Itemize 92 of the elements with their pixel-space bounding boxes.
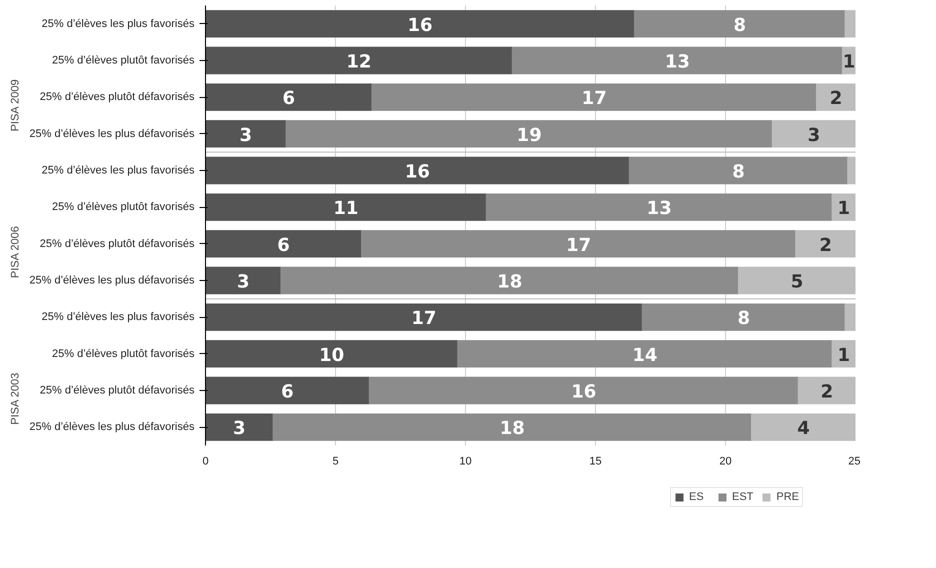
bar [286, 120, 773, 148]
data-label: 2 [830, 88, 842, 110]
data-label: 14 [632, 344, 658, 366]
data-label: 18 [500, 418, 525, 440]
bar [206, 303, 643, 331]
data-label: 16 [571, 382, 596, 402]
text: PISA 2006 [10, 226, 22, 278]
bar [206, 46, 513, 74]
y-tick-label: 25% d’élèves plutôt défavorisés [40, 91, 195, 104]
bar [844, 10, 856, 38]
data-label: 1 [838, 344, 850, 366]
bar [206, 83, 372, 111]
data-label: 3 [240, 124, 252, 146]
y-tick-label: 25% d’élèves plutôt favorisés [52, 54, 195, 66]
bar [512, 46, 843, 74]
data-label: 11 [333, 198, 358, 220]
data-label: 6 [282, 88, 295, 110]
bar [798, 376, 856, 404]
data-label: 4 [797, 418, 810, 440]
bar [206, 193, 487, 221]
y-tick-label: 25% d’élèves les plus défavorisés [29, 128, 195, 140]
data-label: 3 [808, 124, 820, 146]
bar [206, 266, 282, 294]
y-tick-label: 25% d’élèves les plus favorisés [42, 311, 195, 324]
data-label: 6 [281, 382, 294, 402]
bar [642, 303, 846, 331]
bar [206, 120, 287, 148]
x-tick-label: 15 [589, 456, 602, 468]
data-label: 17 [582, 88, 607, 110]
bar [280, 266, 739, 294]
data-label: 8 [734, 14, 746, 36]
bar [206, 413, 274, 441]
data-label: 2 [820, 382, 834, 402]
y-tick-label: 25% d’élèves les plus défavorisés [29, 421, 195, 434]
y-tick-label: 25% d’élèves plutôt favorisés [52, 201, 195, 214]
bar [795, 230, 856, 258]
legend-label: PRE [776, 491, 800, 503]
y-tick-label: 25% d’élèves les plus favorisés [42, 18, 195, 30]
bar [457, 340, 833, 368]
x-tick-label: 20 [719, 456, 732, 468]
bar [206, 230, 362, 258]
data-label: 17 [411, 308, 436, 330]
text: PISA 2003 [10, 372, 22, 425]
data-label: 1 [838, 198, 850, 220]
data-label: 5 [790, 272, 804, 292]
bar [816, 83, 856, 111]
bar [847, 156, 856, 184]
y-tick-label: 25% d’élèves plutôt défavorisés [40, 238, 195, 250]
data-label: 17 [566, 234, 592, 256]
bar [751, 413, 856, 441]
x-tick-label: 0 [202, 456, 209, 468]
bar [486, 193, 833, 221]
bar [206, 10, 635, 38]
data-label: 16 [407, 14, 433, 36]
bar [772, 120, 856, 148]
bar [832, 193, 856, 221]
bar [844, 303, 856, 331]
bar [634, 10, 846, 38]
bar [371, 83, 817, 111]
data-label: 12 [346, 52, 372, 72]
legend-label: EST [732, 491, 754, 503]
data-label: 18 [497, 272, 522, 292]
legend-label: ES [689, 491, 705, 503]
y-tick-label: 25% d’élèves les plus favorisés [42, 164, 195, 176]
bar [206, 376, 370, 404]
data-label: 3 [233, 418, 246, 440]
data-label: 1 [842, 52, 856, 72]
data-label: 3 [236, 272, 250, 292]
data-label: 10 [319, 344, 344, 366]
data-label: 8 [732, 162, 745, 182]
text: PISA 2009 [10, 79, 22, 132]
bar [368, 376, 799, 404]
data-label: 19 [516, 124, 542, 146]
x-tick-label: 5 [332, 456, 339, 468]
x-tick-label: 10 [459, 456, 472, 468]
data-label: 13 [664, 52, 690, 72]
bar [361, 230, 796, 258]
bar [206, 156, 630, 184]
bar [832, 340, 856, 368]
y-tick-label: 25% d’élèves les plus défavorisés [29, 274, 195, 286]
y-tick-label: 25% d’élèves plutôt défavorisés [40, 384, 195, 396]
bar [738, 266, 856, 294]
data-label: 16 [404, 162, 430, 182]
bar [628, 156, 848, 184]
bar [272, 413, 752, 441]
bar [206, 340, 458, 368]
data-label: 13 [646, 198, 672, 220]
x-tick-label: 25 [848, 456, 861, 468]
data-label: 2 [819, 234, 832, 256]
y-tick-label: 25% d’élèves plutôt favorisés [52, 348, 195, 360]
data-label: 6 [277, 234, 290, 256]
data-label: 8 [737, 308, 750, 330]
